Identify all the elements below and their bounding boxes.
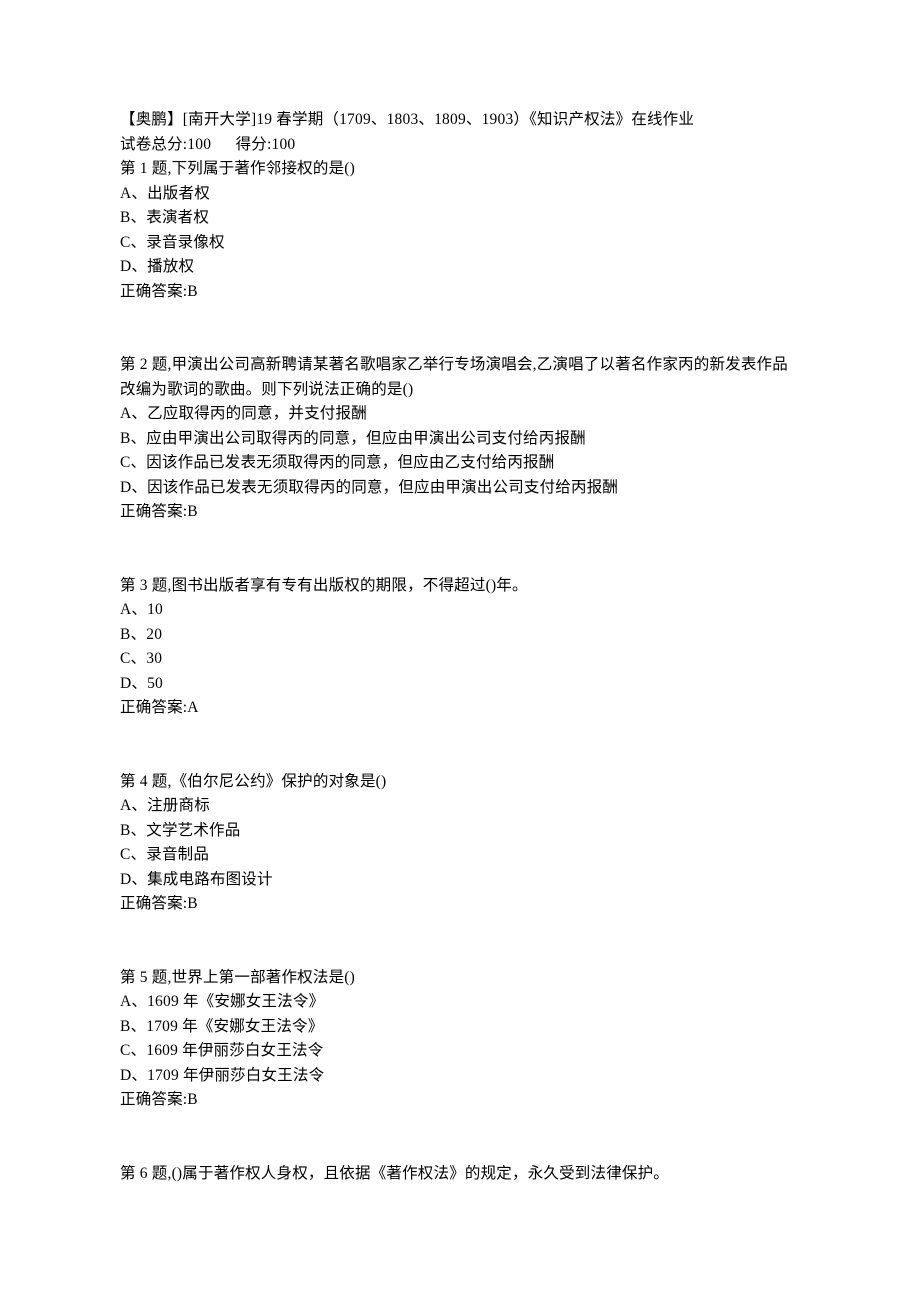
header-score: 试卷总分:100 得分:100 xyxy=(120,133,800,158)
question-block-4: 第 4 题,《伯尔尼公约》保护的对象是() A、注册商标 B、文学艺术作品 C、… xyxy=(120,770,800,917)
question-option: C、30 xyxy=(120,647,800,672)
question-block-2: 第 2 题,甲演出公司高新聘请某著名歌唱家乙举行专场演唱会,乙演唱了以著名作家丙… xyxy=(120,353,800,525)
question-block-3: 第 3 题,图书出版者享有专有出版权的期限，不得超过()年。 A、10 B、20… xyxy=(120,574,800,721)
question-stem: 第 3 题,图书出版者享有专有出版权的期限，不得超过()年。 xyxy=(120,574,800,599)
question-block-6: 第 6 题,()属于著作权人身权，且依据《著作权法》的规定，永久受到法律保护。 xyxy=(120,1162,800,1187)
question-option: A、出版者权 xyxy=(120,182,800,207)
question-block-1: 【奥鹏】[南开大学]19 春学期（1709、1803、1809、1903）《知识… xyxy=(120,108,800,304)
question-option: D、因该作品已发表无须取得丙的同意，但应由甲演出公司支付给丙报酬 xyxy=(120,476,800,501)
question-option: B、文学艺术作品 xyxy=(120,819,800,844)
question-option: A、10 xyxy=(120,598,800,623)
question-option: B、1709 年《安娜女王法令》 xyxy=(120,1015,800,1040)
question-option: D、播放权 xyxy=(120,255,800,280)
question-option: C、录音制品 xyxy=(120,843,800,868)
question-option: A、乙应取得丙的同意，并支付报酬 xyxy=(120,402,800,427)
exam-page: 【奥鹏】[南开大学]19 春学期（1709、1803、1809、1903）《知识… xyxy=(0,0,920,1302)
question-option: B、20 xyxy=(120,623,800,648)
question-answer: 正确答案:B xyxy=(120,1088,800,1113)
question-option: A、注册商标 xyxy=(120,794,800,819)
question-option: C、1609 年伊丽莎白女王法令 xyxy=(120,1039,800,1064)
question-option: C、录音录像权 xyxy=(120,231,800,256)
question-stem: 第 1 题,下列属于著作邻接权的是() xyxy=(120,157,800,182)
question-block-5: 第 5 题,世界上第一部著作权法是() A、1609 年《安娜女王法令》 B、1… xyxy=(120,966,800,1113)
question-option: D、50 xyxy=(120,672,800,697)
header-title: 【奥鹏】[南开大学]19 春学期（1709、1803、1809、1903）《知识… xyxy=(120,108,800,133)
question-stem: 第 5 题,世界上第一部著作权法是() xyxy=(120,966,800,991)
question-option: B、应由甲演出公司取得丙的同意，但应由甲演出公司支付给丙报酬 xyxy=(120,427,800,452)
question-answer: 正确答案:B xyxy=(120,280,800,305)
question-option: D、1709 年伊丽莎白女王法令 xyxy=(120,1064,800,1089)
question-stem: 第 2 题,甲演出公司高新聘请某著名歌唱家乙举行专场演唱会,乙演唱了以著名作家丙… xyxy=(120,353,800,402)
question-option: C、因该作品已发表无须取得丙的同意，但应由乙支付给丙报酬 xyxy=(120,451,800,476)
question-answer: 正确答案:B xyxy=(120,892,800,917)
question-option: D、集成电路布图设计 xyxy=(120,868,800,893)
question-answer: 正确答案:B xyxy=(120,500,800,525)
question-option: A、1609 年《安娜女王法令》 xyxy=(120,990,800,1015)
question-stem: 第 4 题,《伯尔尼公约》保护的对象是() xyxy=(120,770,800,795)
question-answer: 正确答案:A xyxy=(120,696,800,721)
question-stem: 第 6 题,()属于著作权人身权，且依据《著作权法》的规定，永久受到法律保护。 xyxy=(120,1162,800,1187)
question-option: B、表演者权 xyxy=(120,206,800,231)
